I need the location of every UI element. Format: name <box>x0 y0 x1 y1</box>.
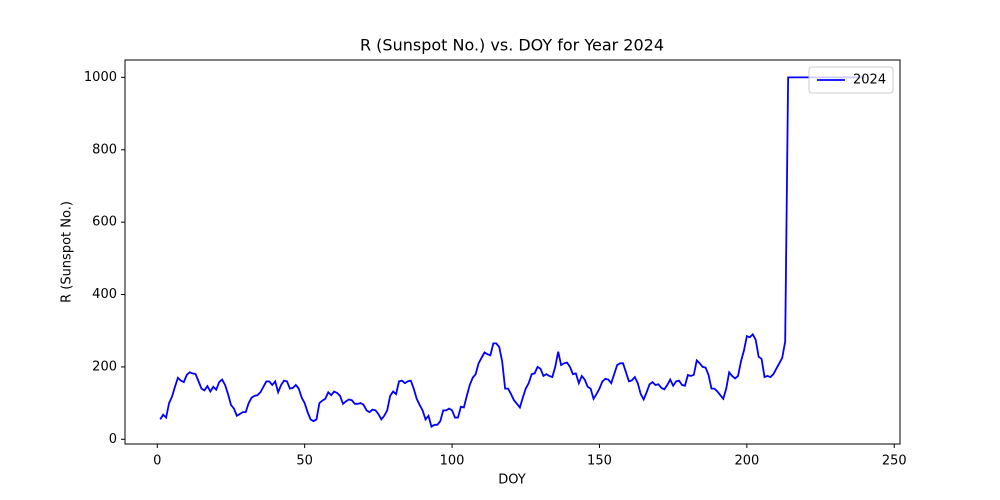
y-tick-label: 0 <box>109 432 117 447</box>
x-tick-label: 100 <box>440 454 465 469</box>
y-axis-label: R (Sunspot No.) <box>60 201 75 303</box>
y-tick-label: 600 <box>92 215 117 230</box>
y-tick-label: 400 <box>92 287 117 302</box>
y-tick-label: 800 <box>92 142 117 157</box>
x-axis-label: DOY <box>498 473 526 488</box>
x-tick-label: 0 <box>153 454 161 469</box>
x-tick-label: 50 <box>296 454 313 469</box>
y-tick-label: 1000 <box>84 70 117 85</box>
y-tick-label: 200 <box>92 359 117 374</box>
x-tick-label: 200 <box>734 454 759 469</box>
plot-frame <box>124 59 901 445</box>
x-tick-label: 250 <box>882 454 907 469</box>
chart-title: R (Sunspot No.) vs. DOY for Year 2024 <box>360 36 664 55</box>
data-line <box>159 76 865 429</box>
legend-label: 2024 <box>853 73 886 88</box>
legend-box <box>808 66 894 94</box>
x-tick-label: 150 <box>587 454 612 469</box>
